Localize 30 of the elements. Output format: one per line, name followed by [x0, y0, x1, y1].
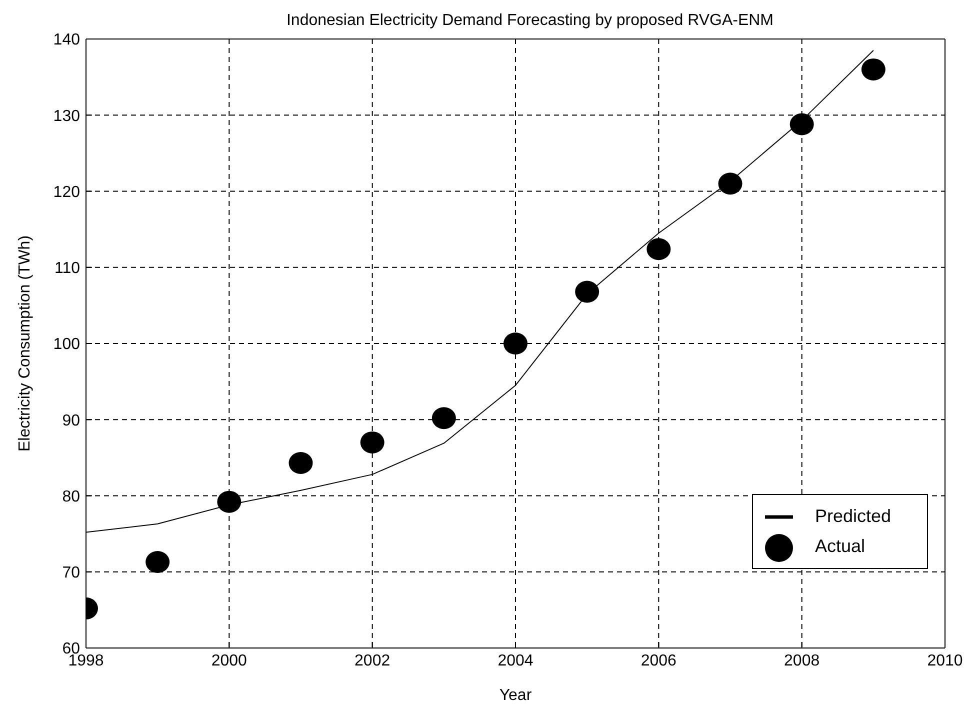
- point: [718, 172, 742, 195]
- point: [360, 431, 384, 454]
- x-tick-label: 2010: [927, 652, 963, 670]
- point: [575, 280, 600, 303]
- point: [790, 113, 814, 136]
- y-tick-label: 70: [62, 564, 80, 582]
- point: [504, 332, 528, 354]
- y-axis-title: Electricity Consumption (TWh): [16, 235, 34, 452]
- x-tick-label: 2000: [211, 652, 248, 670]
- point: [646, 238, 671, 260]
- chart-title: Indonesian Electricity Demand Forecasting by proposed RVGA-ENM: [285, 12, 775, 30]
- y-tick-label: 140: [53, 32, 80, 49]
- y-tick-label: 110: [54, 260, 80, 278]
- x-axis-title: Year: [499, 687, 532, 704]
- point: [288, 452, 313, 474]
- x-tick-label: 2008: [784, 652, 820, 670]
- y-tick-label: 130: [53, 108, 80, 125]
- point: [217, 490, 242, 513]
- y-tick-label: 80: [62, 488, 80, 506]
- legend-label: Predicted: [815, 506, 892, 526]
- point: [146, 550, 170, 573]
- point: [432, 407, 456, 430]
- y-tick-label: 120: [53, 184, 80, 201]
- x-tick-label: 2006: [640, 652, 677, 670]
- y-tick-label: 90: [62, 412, 80, 430]
- legend-label: Actual: [815, 536, 866, 556]
- y-tick-label: 100: [53, 336, 80, 354]
- x-tick-label: 2004: [498, 652, 534, 670]
- x-tick-label: 2002: [354, 652, 390, 670]
- point: [861, 58, 886, 80]
